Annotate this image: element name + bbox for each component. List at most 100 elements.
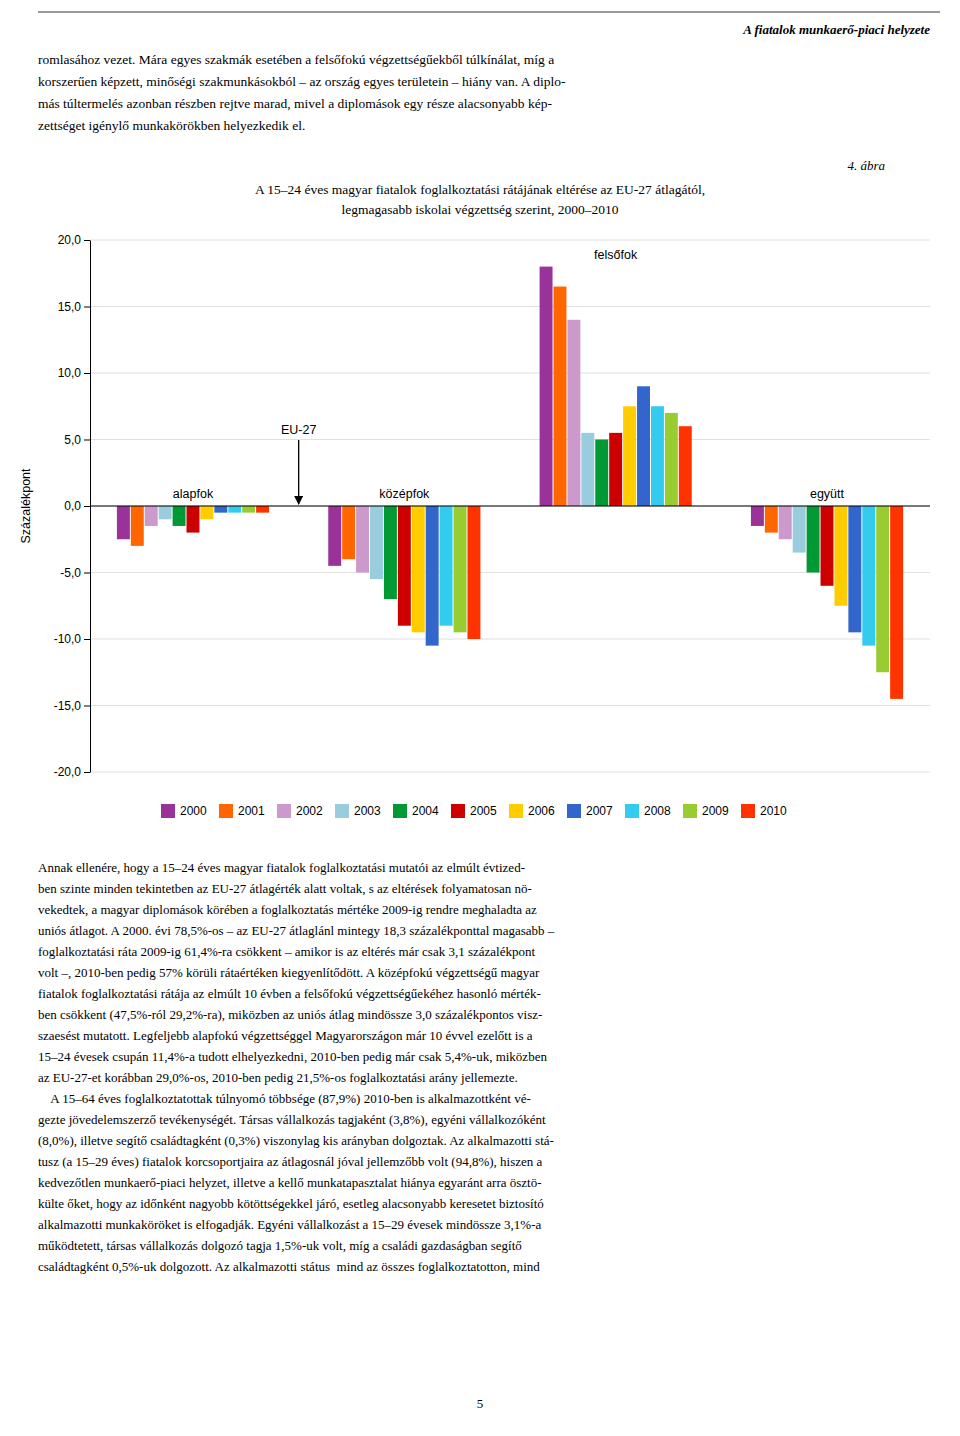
y-axis-title: Százalékpont xyxy=(19,468,33,544)
paragraph-line: romlasához vezet. Mára egyes szakmák ese… xyxy=(38,52,554,67)
paragraph-line: vekedtek, a magyar diplomások körében a … xyxy=(38,902,537,917)
annotation: EU-27 xyxy=(281,423,316,437)
grid-line xyxy=(90,506,930,507)
y-tick: 15,0 xyxy=(58,300,90,314)
legend-item: 2006 xyxy=(509,804,555,818)
bar xyxy=(398,506,411,626)
page-number: 5 xyxy=(477,1396,484,1411)
paragraph-line: alkalmazotti munkaköröket is elfogadják.… xyxy=(38,1217,541,1232)
bar xyxy=(567,320,580,506)
bar xyxy=(356,506,369,573)
legend-item: 2001 xyxy=(219,804,265,818)
bar xyxy=(328,506,341,566)
legend-swatch xyxy=(219,804,233,818)
paragraph-line: az EU-27-et korábban 29,0%-os, 2010-ben … xyxy=(38,1070,518,1085)
y-tick-mark xyxy=(84,506,90,507)
y-tick: -15,0 xyxy=(54,699,90,713)
group-label: középfok xyxy=(379,487,430,501)
bar xyxy=(342,506,355,559)
paragraph-line: fiatalok foglalkoztatási rátája az elmúl… xyxy=(38,986,541,1001)
header: A fiatalok munkaerő-piaci helyzete xyxy=(742,22,930,37)
legend-label: 2001 xyxy=(238,804,265,818)
grid-line xyxy=(90,240,930,241)
bar xyxy=(651,406,664,506)
legend-item: 2004 xyxy=(393,804,439,818)
paragraph-line: A 15–64 éves foglalkoztatottak túlnyomó … xyxy=(38,1091,531,1106)
bar xyxy=(540,267,553,506)
bar xyxy=(623,406,636,506)
legend-swatch xyxy=(161,804,175,818)
bar xyxy=(637,386,650,506)
annotation-arrow xyxy=(298,440,299,504)
y-tick-mark xyxy=(84,240,90,241)
paragraph-line: ben szinte minden tekintetben az EU-27 á… xyxy=(38,881,532,896)
y-tick: 5,0 xyxy=(64,433,90,447)
paragraph-line: családtagként 0,5%-uk dolgozott. Az alka… xyxy=(38,1259,540,1274)
y-tick-mark xyxy=(84,772,90,773)
paragraph-line: (8,0%), illetve segítő családtagként (0,… xyxy=(38,1133,554,1148)
legend-swatch xyxy=(741,804,755,818)
legend-label: 2009 xyxy=(702,804,729,818)
bar xyxy=(412,506,425,632)
y-tick-label: 20,0 xyxy=(58,233,82,247)
paragraph-line: Annak ellenére, hogy a 15–24 éves magyar… xyxy=(38,860,525,875)
y-tick-label: 5,0 xyxy=(64,433,81,447)
legend-item: 2003 xyxy=(335,804,381,818)
bar xyxy=(609,433,622,506)
chart: -20,0-15,0-10,0-5,00,05,010,015,020,0Szá… xyxy=(19,233,930,818)
y-tick-label: -5,0 xyxy=(60,566,81,580)
legend-label: 2004 xyxy=(412,804,439,818)
y-tick: -10,0 xyxy=(54,632,90,646)
y-tick-label: -10,0 xyxy=(54,632,82,646)
paragraph-line: szaesést mutatott. Legfeljebb alapfokú v… xyxy=(38,1028,533,1043)
y-tick-mark xyxy=(84,373,90,374)
bar xyxy=(807,506,820,573)
y-tick: 10,0 xyxy=(58,366,90,380)
legend-label: 2006 xyxy=(528,804,555,818)
paragraph-line: tusz (a 15–29 éves) fiatalok korcsoportj… xyxy=(38,1154,543,1169)
legend-label: 2008 xyxy=(644,804,671,818)
y-tick: -5,0 xyxy=(60,566,90,580)
bar xyxy=(426,506,439,646)
legend-swatch xyxy=(683,804,697,818)
bar xyxy=(554,287,567,506)
legend-item: 2007 xyxy=(567,804,613,818)
bar xyxy=(779,506,792,539)
legend: 2000200120022003200420052006200720082009… xyxy=(161,804,787,818)
y-axis: -20,0-15,0-10,0-5,00,05,010,015,020,0 xyxy=(54,233,91,779)
legend-label: 2002 xyxy=(296,804,323,818)
grid xyxy=(90,240,930,772)
legend-swatch xyxy=(625,804,639,818)
paragraph-line: zettséget igénylő munkakörökben helyezke… xyxy=(38,118,305,133)
y-tick-mark xyxy=(84,639,90,640)
bar xyxy=(159,506,172,519)
legend-item: 2008 xyxy=(625,804,671,818)
grid-line xyxy=(90,373,930,374)
bar-series xyxy=(200,406,847,632)
paragraph-line: kedvezőtlen munkaerő-piaci helyzet, ille… xyxy=(38,1175,542,1190)
bar xyxy=(200,506,213,519)
legend-swatch xyxy=(335,804,349,818)
bar xyxy=(131,506,144,546)
bar xyxy=(679,426,692,506)
grid-line xyxy=(90,639,930,640)
legend-item: 2009 xyxy=(683,804,729,818)
y-tick-mark xyxy=(84,573,90,574)
y-tick: 0,0 xyxy=(64,499,90,513)
bar-series xyxy=(242,413,889,672)
grid-line xyxy=(90,439,930,440)
bar xyxy=(876,506,889,672)
figure-label: 4. ábra xyxy=(847,158,885,173)
bar xyxy=(890,506,903,699)
bar xyxy=(242,506,255,513)
bar xyxy=(187,506,200,533)
paragraph-line: foglalkoztatási ráta 2009-ig 61,4%-ra cs… xyxy=(38,944,535,959)
bar xyxy=(765,506,778,533)
paragraph-line: uniós átlagot. A 2000. évi 78,5%-os – az… xyxy=(38,923,555,938)
y-tick-label: -15,0 xyxy=(54,699,82,713)
bar xyxy=(145,506,158,526)
legend-swatch xyxy=(277,804,291,818)
y-tick-label: 15,0 xyxy=(58,300,82,314)
bar xyxy=(751,506,764,526)
bar xyxy=(821,506,834,586)
